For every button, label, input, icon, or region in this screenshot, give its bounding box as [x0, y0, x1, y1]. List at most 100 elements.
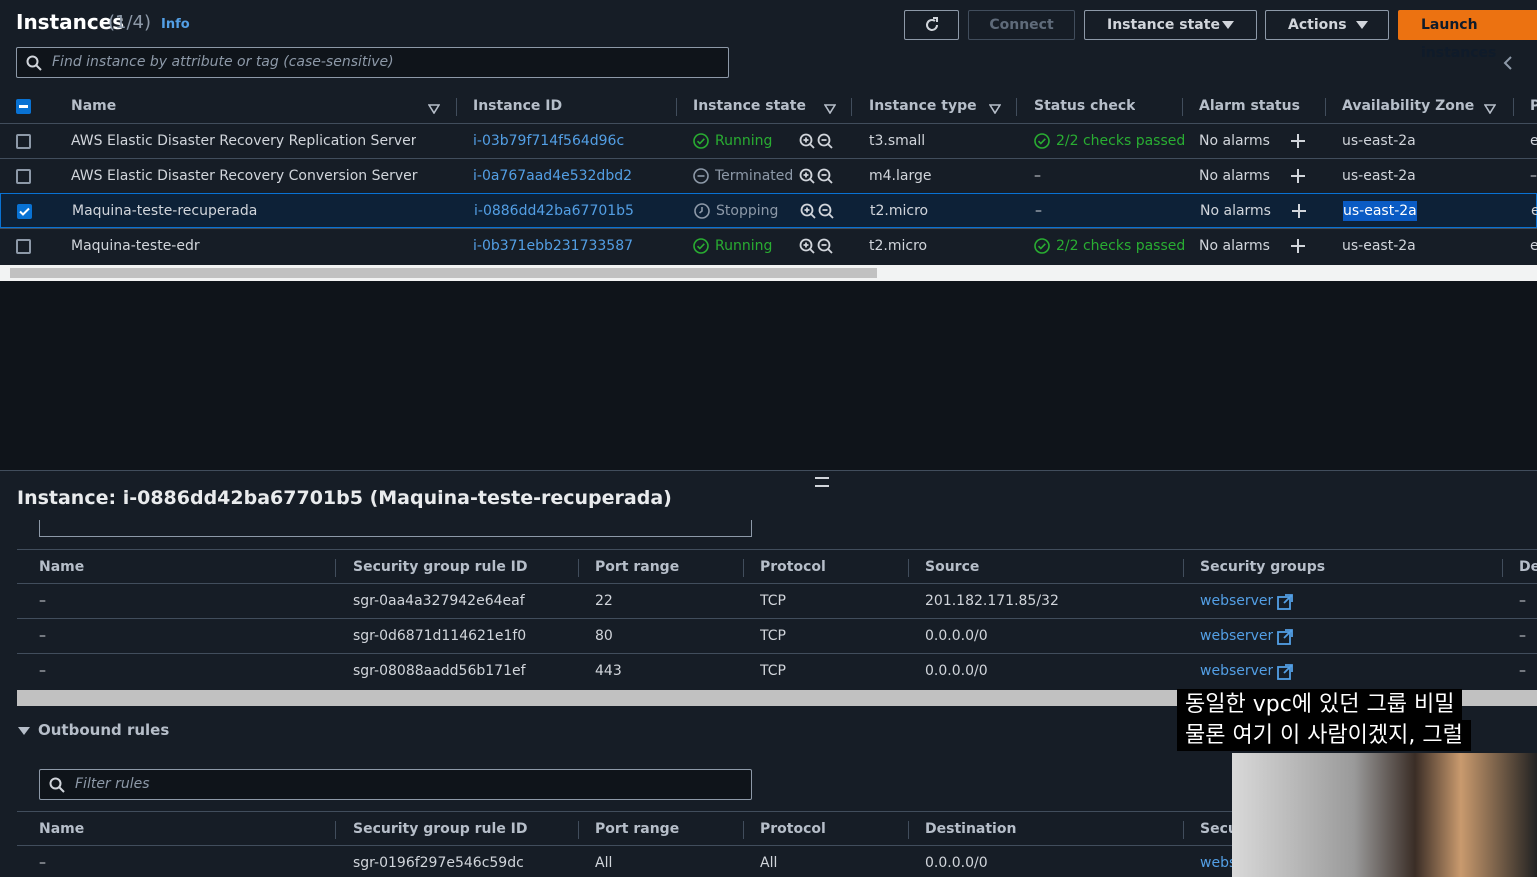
instance-row[interactable]: Maquina-teste-edr i-0b371ebb231733587 Runn…	[0, 228, 1537, 263]
outbound-heading[interactable]: Outbound rules	[38, 721, 170, 739]
prev-page[interactable]	[1502, 55, 1514, 71]
status-check: 2/2 checks passed	[1056, 238, 1186, 254]
instance-row[interactable]: AWS Elastic Disaster Recovery Conversion…	[0, 158, 1537, 193]
column-separator	[1016, 98, 1017, 116]
column-header: Destination	[925, 821, 1017, 837]
connect-button[interactable]: Connect	[968, 10, 1075, 40]
cell: –	[39, 855, 46, 871]
cell: –	[39, 663, 46, 679]
split-divider[interactable]	[0, 470, 1537, 471]
status-icon-svg	[1034, 133, 1050, 149]
cell: –	[1530, 168, 1537, 184]
sort-icon	[988, 102, 1002, 115]
search-icon	[49, 777, 65, 793]
external-link-icon-svg	[1277, 664, 1293, 680]
monitor-zoom-icons	[799, 238, 833, 254]
column-separator	[908, 559, 909, 577]
column-separator	[456, 98, 457, 116]
column-header: Protocol	[760, 559, 826, 575]
instance-id-link[interactable]: i-0b371ebb231733587	[473, 238, 634, 254]
cell: TCP	[760, 593, 786, 609]
row-checkbox[interactable]	[16, 239, 31, 254]
state-icon	[693, 238, 709, 254]
instance-state: Running	[715, 133, 773, 149]
cell: us-east-2a	[1343, 201, 1417, 221]
column-header: Name	[39, 559, 85, 575]
instance-row[interactable]: AWS Elastic Disaster Recovery Replicatio…	[0, 123, 1537, 158]
cell: us-east-2a	[1342, 168, 1416, 184]
launch-button[interactable]: Launch instances	[1398, 10, 1537, 61]
security-group-link[interactable]: webserver	[1200, 628, 1274, 644]
security-group-link[interactable]: webserver	[1200, 663, 1274, 679]
rule-row: – sgr-0196f297e546c59dc All All 0.0.0.0/0 web…	[17, 845, 1537, 877]
search-box[interactable]: Find instance by attribute or tag (case-…	[16, 47, 729, 78]
scroll-thumb[interactable]	[10, 268, 877, 278]
refresh-button[interactable]	[904, 10, 959, 40]
column-header: Alarm status	[1199, 98, 1300, 114]
dropdown-icon	[1222, 21, 1234, 29]
column-header: Security group rule ID	[353, 821, 528, 837]
add-alarm-icon	[1290, 133, 1306, 149]
cell: No alarms	[1199, 133, 1270, 149]
cell: 22	[595, 593, 613, 609]
cell: AWS Elastic Disaster Recovery Replicatio…	[71, 133, 417, 149]
row-checkbox[interactable]	[17, 204, 32, 219]
add-alarm-icon-svg	[1291, 239, 1305, 253]
column-header: De	[1519, 559, 1537, 575]
add-alarm-icon-svg	[1291, 134, 1305, 148]
state-icon-svg	[693, 168, 709, 184]
filter-placeholder: Filter rules	[75, 776, 150, 792]
inbound-rules-table: Name Security group rule ID Port range Prot…	[17, 549, 1537, 690]
horizontal-scrollbar[interactable]	[0, 265, 1537, 281]
security-group-link[interactable]: webserver	[1200, 593, 1274, 609]
column-header: Source	[925, 559, 980, 575]
instance-state-button[interactable]: Instance state	[1084, 10, 1257, 40]
column-header: Name	[71, 98, 117, 114]
sort-icon-svg	[823, 104, 837, 115]
empty-area	[0, 281, 1537, 470]
column-separator	[335, 821, 336, 839]
row-checkbox[interactable]	[16, 134, 31, 149]
actions-button[interactable]: Actions	[1265, 10, 1389, 40]
page-title: Instances	[16, 10, 125, 34]
row-checkbox[interactable]	[16, 169, 31, 184]
security-group-link[interactable]: webs	[1200, 855, 1237, 871]
instance-row[interactable]: Maquina-teste-recuperada i-0886dd42ba6770…	[0, 193, 1537, 228]
inbound-scrollbar[interactable]	[17, 690, 1537, 706]
cell: 443	[595, 663, 622, 679]
filter-box[interactable]: Filter rules	[39, 769, 752, 800]
column-header: Security groups	[1200, 559, 1326, 575]
cell: 0.0.0.0/0	[925, 663, 988, 679]
cell: No alarms	[1199, 168, 1270, 184]
column-separator	[908, 821, 909, 839]
instance-id-link[interactable]: i-0886dd42ba67701b5	[474, 203, 634, 219]
rule-row: – sgr-0aa4a327942e64eaf 22 TCP 201.182.171.8…	[17, 583, 1537, 618]
select-all-checkbox[interactable]	[16, 99, 31, 114]
add-alarm-icon	[1291, 203, 1307, 219]
column-header: Instance ID	[473, 98, 563, 114]
column-separator	[1183, 559, 1184, 577]
monitor-zoom-icons-svg	[799, 238, 833, 254]
collapse-icon[interactable]	[17, 725, 31, 737]
cell: e	[1531, 203, 1537, 219]
state-icon	[693, 133, 709, 149]
add-alarm-icon-svg	[1292, 204, 1306, 218]
state-icon-svg	[693, 133, 709, 149]
info-link[interactable]: Info	[161, 17, 190, 32]
selection-count: (1/4)	[108, 12, 152, 33]
instance-id-link[interactable]: i-03b79f714f564d96c	[473, 133, 625, 149]
sort-icon-svg	[1483, 104, 1497, 115]
header-row: Name Instance ID Instance state Instance ty…	[0, 89, 1537, 124]
refresh-icon	[925, 17, 938, 31]
column-header: Protocol	[760, 821, 826, 837]
instance-id-link[interactable]: i-0a767aad4e532dbd2	[473, 168, 633, 184]
drag-handle[interactable]	[815, 477, 829, 487]
outbound-rules-table: Name Security group rule ID Port range Prot…	[17, 811, 1537, 877]
cell: No alarms	[1200, 203, 1271, 219]
cell: us-east-2a	[1342, 133, 1416, 149]
cell: All	[760, 855, 778, 871]
cell: sgr-08088aadd56b171ef	[353, 663, 526, 679]
sort-icon	[427, 102, 441, 115]
column-separator	[578, 821, 579, 839]
